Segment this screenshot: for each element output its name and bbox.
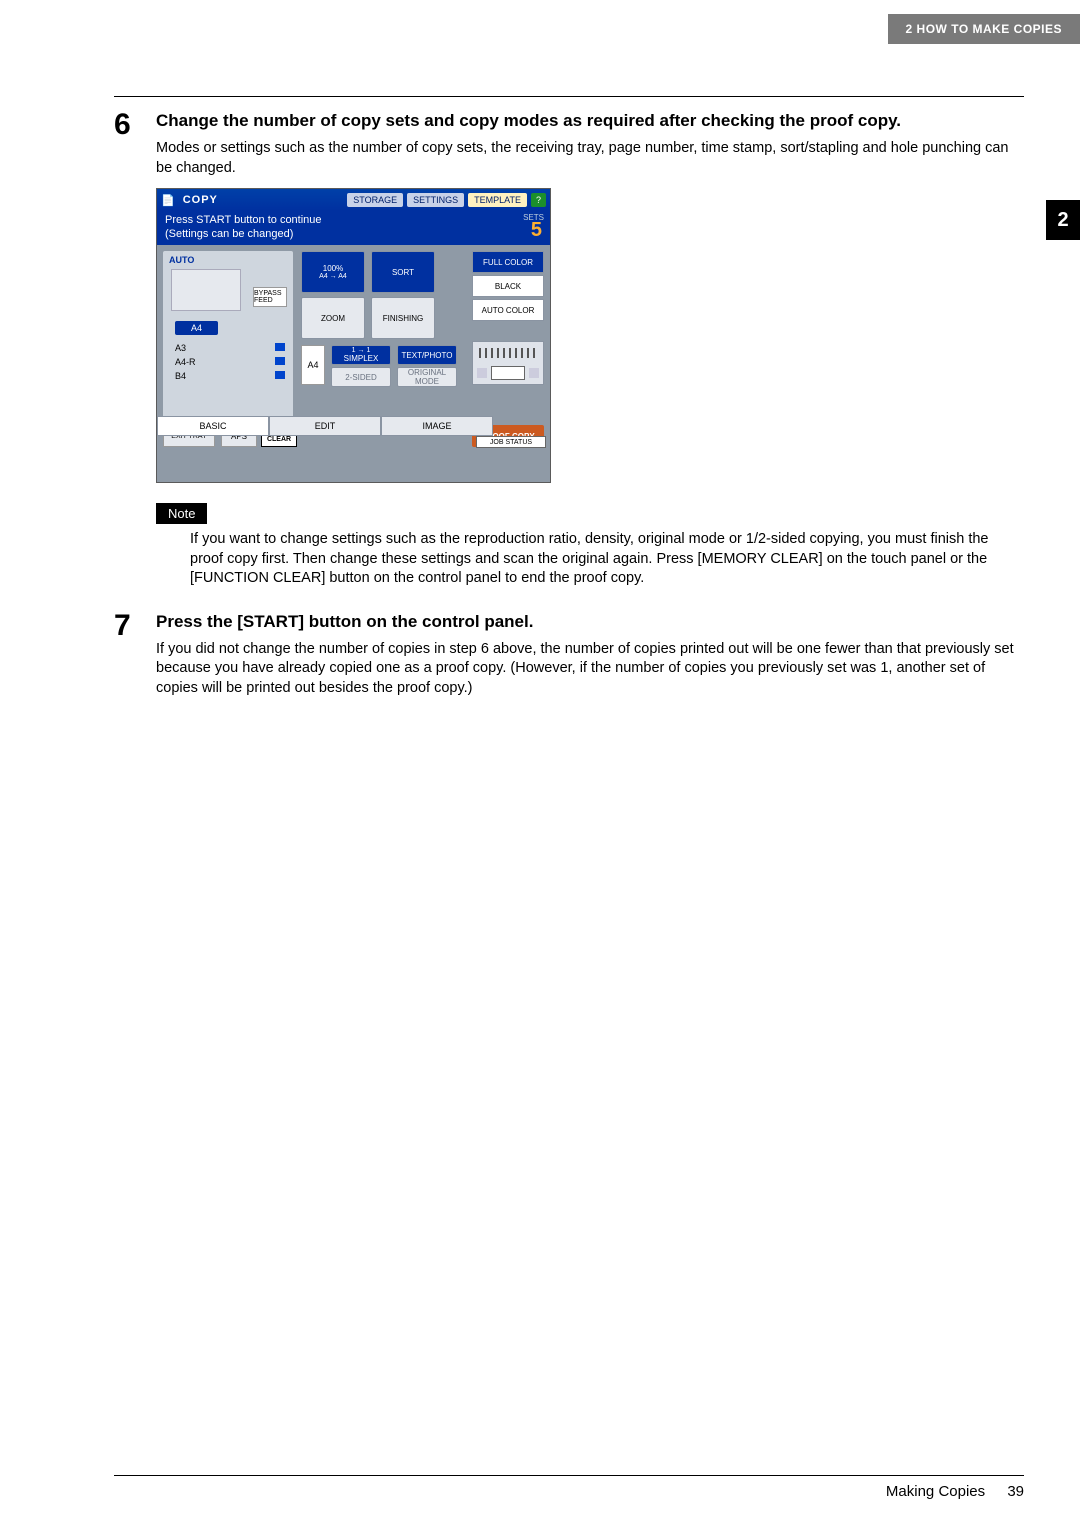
tray-a4r[interactable]: A4-R (173, 355, 287, 369)
chapter-header: 2 HOW TO MAKE COPIES (0, 14, 1080, 44)
black-button[interactable]: BLACK (472, 275, 544, 297)
tray-a3[interactable]: A3 (173, 341, 287, 355)
footer-page: 39 (1007, 1483, 1024, 1500)
step-6-text: Modes or settings such as the number of … (156, 139, 1024, 178)
bypass-feed-button[interactable]: BYPASS FEED (253, 287, 287, 307)
sort-button[interactable]: SORT (371, 251, 435, 293)
density-right-button[interactable] (529, 368, 539, 378)
tab-image[interactable]: IMAGE (381, 416, 493, 436)
page-footer: Making Copies 39 (886, 1483, 1024, 1500)
density-control: AUTO (472, 341, 544, 385)
auto-color-button[interactable]: AUTO COLOR (472, 299, 544, 321)
panel-msg-line2: (Settings can be changed) (165, 228, 542, 242)
page-content: 6 Change the number of copy sets and cop… (114, 110, 1024, 720)
paper-a4-chip[interactable]: A4 (301, 345, 325, 385)
tray-a4-selected[interactable]: A4 (175, 321, 218, 335)
panel-bottom-tabs: BASIC EDIT IMAGE (157, 416, 550, 436)
side-tab: 2 (1046, 200, 1080, 240)
tray-list: A3 A4-R B4 (173, 341, 287, 383)
step-7: 7 Press the [START] button on the contro… (114, 611, 1024, 699)
tray-b4[interactable]: B4 (173, 369, 287, 383)
step-7-title: Press the [START] button on the control … (156, 611, 1024, 634)
panel-title: COPY (183, 194, 218, 206)
step-6: 6 Change the number of copy sets and cop… (114, 110, 1024, 589)
zoom-button[interactable]: ZOOM (301, 297, 365, 339)
settings-button[interactable]: SETTINGS (407, 193, 464, 207)
tab-basic[interactable]: BASIC (157, 416, 269, 436)
tray-area: AUTO A4 A3 A4-R B4 BYPASS FEED (163, 251, 293, 421)
tab-edit[interactable]: EDIT (269, 416, 381, 436)
copy-icon: 📄 (161, 194, 175, 207)
step-7-text: If you did not change the number of copi… (156, 640, 1024, 699)
ratio-display: 100% A4 → A4 (301, 251, 365, 293)
panel-titlebar: 📄 COPY STORAGE SETTINGS TEMPLATE ? (157, 189, 550, 211)
density-left-button[interactable] (477, 368, 487, 378)
panel-workarea: AUTO A4 A3 A4-R B4 BYPASS FEED EXIT TRAY… (157, 245, 550, 450)
job-status-button[interactable]: JOB STATUS (476, 436, 546, 448)
template-button[interactable]: TEMPLATE (468, 193, 527, 207)
tray-device-icon (171, 269, 241, 311)
step-6-title: Change the number of copy sets and copy … (156, 110, 1024, 133)
copier-panel: 📄 COPY STORAGE SETTINGS TEMPLATE ? Press… (156, 188, 551, 483)
top-rule (114, 96, 1024, 97)
panel-msg-line1: Press START button to continue (165, 214, 542, 228)
two-sided-button[interactable]: 2-SIDED (331, 367, 391, 387)
help-button[interactable]: ? (531, 193, 546, 207)
step-7-number: 7 (114, 611, 142, 699)
storage-button[interactable]: STORAGE (347, 193, 403, 207)
panel-message: Press START button to continue (Settings… (157, 211, 550, 245)
density-auto-button[interactable]: AUTO (491, 366, 525, 380)
text-photo-button[interactable]: TEXT/PHOTO (397, 345, 457, 365)
step-6-number: 6 (114, 110, 142, 589)
full-color-button[interactable]: FULL COLOR (472, 251, 544, 273)
chapter-label: 2 HOW TO MAKE COPIES (888, 14, 1080, 44)
original-mode-button[interactable]: ORIGINAL MODE (397, 367, 457, 387)
density-bars-icon (479, 348, 537, 358)
footer-section: Making Copies (886, 1483, 985, 1500)
tray-auto-label[interactable]: AUTO (169, 255, 194, 265)
simplex-button[interactable]: 1 → 1 SIMPLEX (331, 345, 391, 365)
note-text: If you want to change settings such as t… (190, 530, 1024, 589)
finishing-button[interactable]: FINISHING (371, 297, 435, 339)
note-label: Note (156, 503, 207, 524)
bottom-rule (114, 1475, 1024, 1476)
copy-count: 5 (531, 218, 542, 243)
